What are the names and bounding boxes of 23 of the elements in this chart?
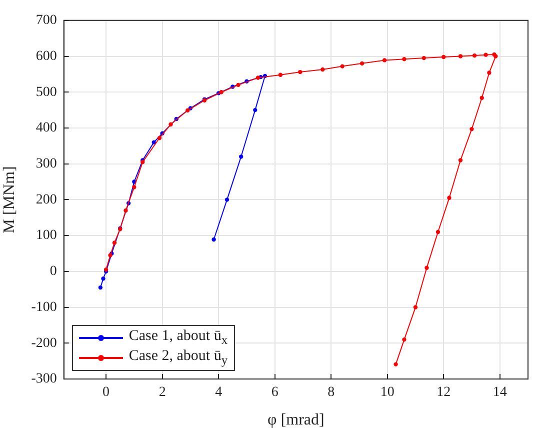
y-tick-label: 500	[36, 84, 57, 100]
x-tick-label: 10	[380, 385, 394, 400]
y-axis-title: M [MNm]	[0, 166, 18, 234]
x-tick-label: 4	[215, 385, 222, 400]
x-tick-label: 14	[492, 385, 507, 400]
x-tick-label: 2	[158, 385, 166, 400]
y-tick-label: -100	[31, 300, 57, 315]
x-axis-title: φ [mrad]	[268, 412, 324, 429]
y-tick-label: 200	[36, 192, 57, 208]
y-tick-label: 600	[36, 48, 57, 64]
y-tick-label: 700	[36, 13, 57, 28]
y-tick-label: 400	[36, 120, 57, 136]
y-tick-label: 0	[50, 264, 57, 280]
y-tick-label: 100	[36, 228, 57, 244]
x-tick-label: 12	[436, 385, 451, 400]
x-tick-label: 0	[102, 385, 110, 400]
legend-label: Case 2, about ū$_{y}$	[128, 348, 228, 368]
y-tick-label: 300	[36, 156, 57, 172]
x-tick-label: 6	[271, 385, 278, 400]
legend-label: Case 1, about ū$_{x}$	[128, 328, 228, 348]
x-tick-label: 8	[328, 385, 335, 400]
y-tick-label: -300	[31, 372, 57, 387]
y-tick-label: -200	[31, 336, 57, 351]
